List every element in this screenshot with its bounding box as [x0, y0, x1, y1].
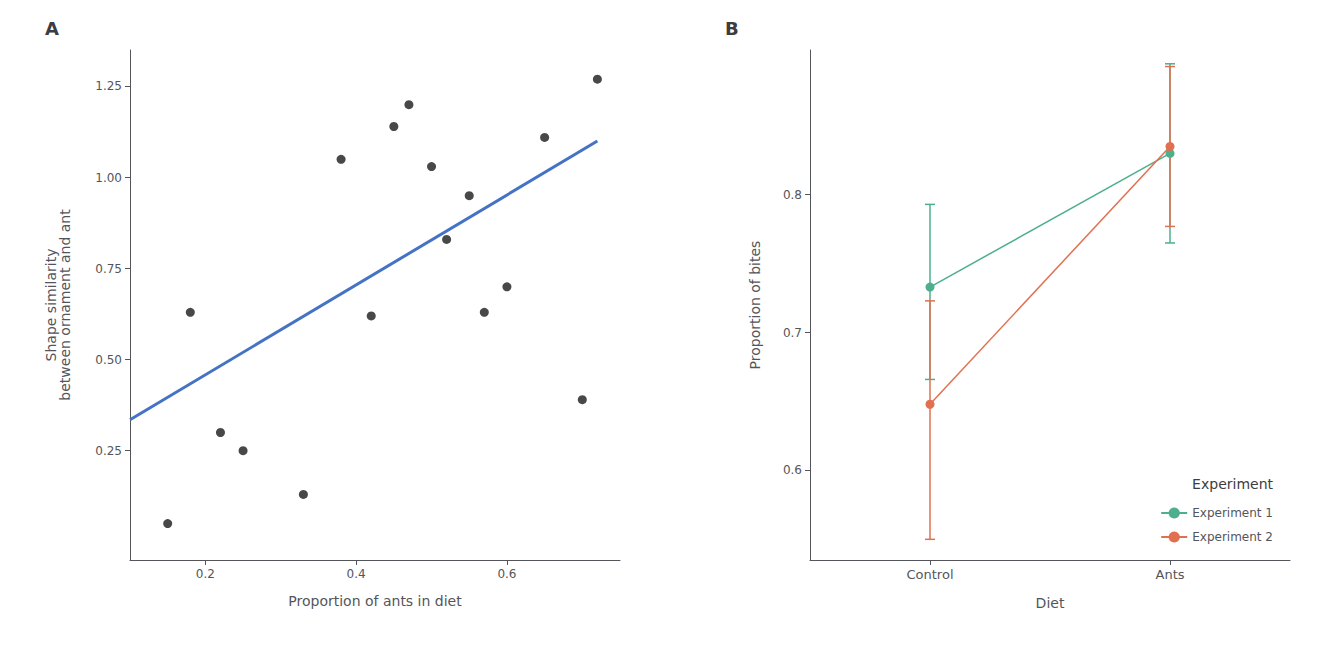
- svg-text:1.25: 1.25: [95, 79, 122, 93]
- svg-text:0.2: 0.2: [196, 567, 215, 581]
- svg-text:Control: Control: [907, 567, 954, 582]
- svg-text:0.6: 0.6: [497, 567, 516, 581]
- svg-text:between ornament and ant: between ornament and ant: [57, 209, 73, 401]
- svg-text:A: A: [45, 18, 59, 39]
- svg-text:0.6: 0.6: [783, 463, 802, 477]
- svg-text:Shape similarity: Shape similarity: [43, 248, 59, 362]
- svg-text:Experiment 1: Experiment 1: [1192, 506, 1273, 520]
- svg-text:B: B: [725, 18, 739, 39]
- svg-text:0.8: 0.8: [783, 188, 802, 202]
- svg-text:Diet: Diet: [1036, 595, 1065, 611]
- svg-text:Proportion of bites: Proportion of bites: [747, 241, 763, 370]
- svg-text:0.7: 0.7: [783, 326, 802, 340]
- svg-text:Experiment 2: Experiment 2: [1192, 530, 1273, 544]
- svg-text:1.00: 1.00: [95, 171, 122, 185]
- svg-text:0.50: 0.50: [95, 353, 122, 367]
- svg-text:0.4: 0.4: [347, 567, 366, 581]
- svg-text:Proportion of ants in diet: Proportion of ants in diet: [288, 593, 462, 609]
- svg-text:0.75: 0.75: [95, 262, 122, 276]
- svg-text:Ants: Ants: [1155, 567, 1184, 582]
- svg-text:0.25: 0.25: [95, 444, 122, 458]
- svg-text:Experiment: Experiment: [1192, 476, 1273, 492]
